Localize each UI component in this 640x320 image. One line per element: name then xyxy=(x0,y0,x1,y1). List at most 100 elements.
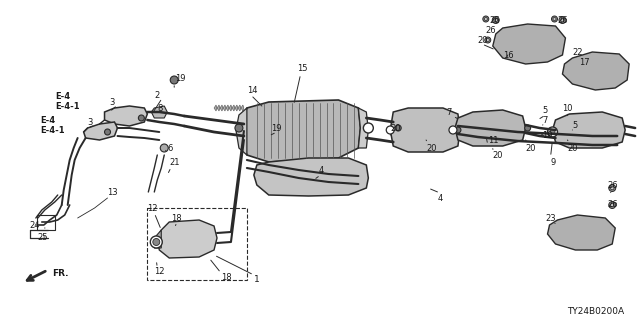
Text: 26: 26 xyxy=(486,26,497,35)
Polygon shape xyxy=(232,105,235,111)
Text: 4: 4 xyxy=(319,165,324,174)
Text: 12: 12 xyxy=(147,204,158,212)
Text: 26: 26 xyxy=(557,15,568,25)
Polygon shape xyxy=(254,158,369,196)
Circle shape xyxy=(552,16,557,22)
Circle shape xyxy=(387,126,394,134)
Text: 15: 15 xyxy=(297,63,307,73)
Text: 3: 3 xyxy=(109,98,115,107)
Text: TY24B0200A: TY24B0200A xyxy=(568,308,625,316)
Text: 20: 20 xyxy=(568,143,578,153)
Circle shape xyxy=(550,130,555,134)
Text: 25: 25 xyxy=(38,233,49,242)
Text: 26: 26 xyxy=(490,15,500,25)
Polygon shape xyxy=(239,100,360,162)
Text: 9: 9 xyxy=(550,157,556,166)
Polygon shape xyxy=(154,230,161,248)
Polygon shape xyxy=(84,122,118,140)
Text: 2: 2 xyxy=(154,91,159,100)
Text: 3: 3 xyxy=(88,117,93,126)
Polygon shape xyxy=(358,108,369,148)
Polygon shape xyxy=(390,108,460,152)
Circle shape xyxy=(483,16,489,22)
Text: 26: 26 xyxy=(607,180,618,189)
Text: 5: 5 xyxy=(572,121,578,130)
Text: 24: 24 xyxy=(30,220,40,229)
Circle shape xyxy=(611,203,614,207)
Text: 17: 17 xyxy=(579,58,590,67)
Text: 1: 1 xyxy=(254,276,260,284)
Circle shape xyxy=(170,76,178,84)
Polygon shape xyxy=(238,105,241,111)
Polygon shape xyxy=(548,215,615,250)
Text: 19: 19 xyxy=(175,74,186,83)
Polygon shape xyxy=(241,105,244,111)
Polygon shape xyxy=(217,105,220,111)
Polygon shape xyxy=(563,52,629,90)
Text: E-4-1: E-4-1 xyxy=(55,101,79,110)
Text: 20: 20 xyxy=(390,124,401,132)
Text: 7: 7 xyxy=(446,108,451,116)
Text: FR.: FR. xyxy=(52,269,68,278)
Polygon shape xyxy=(236,108,247,155)
Polygon shape xyxy=(455,110,525,146)
Text: E-4: E-4 xyxy=(55,92,70,100)
Circle shape xyxy=(449,126,457,134)
Text: 19: 19 xyxy=(543,131,553,140)
Text: 18: 18 xyxy=(221,274,232,283)
Text: 23: 23 xyxy=(545,213,556,222)
Text: 12: 12 xyxy=(154,268,165,276)
Text: E-4: E-4 xyxy=(40,116,55,124)
Text: E-4-1: E-4-1 xyxy=(40,125,65,134)
Polygon shape xyxy=(220,105,223,111)
Polygon shape xyxy=(104,106,147,126)
Circle shape xyxy=(553,18,556,20)
Text: 6: 6 xyxy=(167,143,173,153)
Circle shape xyxy=(153,238,160,245)
Text: 4: 4 xyxy=(438,194,444,203)
Circle shape xyxy=(396,125,401,131)
Circle shape xyxy=(364,123,373,133)
Polygon shape xyxy=(157,220,217,258)
Circle shape xyxy=(235,124,243,132)
Text: 26: 26 xyxy=(607,199,618,209)
Circle shape xyxy=(548,127,557,137)
Circle shape xyxy=(455,127,461,133)
Text: 20: 20 xyxy=(525,143,536,153)
Circle shape xyxy=(485,37,491,43)
Circle shape xyxy=(484,18,487,20)
Text: 20: 20 xyxy=(426,143,436,153)
Circle shape xyxy=(160,144,168,152)
Circle shape xyxy=(494,18,497,22)
Text: 16: 16 xyxy=(503,51,513,60)
Polygon shape xyxy=(493,24,566,64)
Polygon shape xyxy=(226,105,229,111)
Text: 10: 10 xyxy=(563,103,573,113)
Polygon shape xyxy=(151,106,167,118)
Circle shape xyxy=(104,129,111,135)
Polygon shape xyxy=(229,105,232,111)
FancyBboxPatch shape xyxy=(147,208,247,280)
Circle shape xyxy=(150,236,163,248)
Circle shape xyxy=(486,38,490,42)
Circle shape xyxy=(492,17,499,23)
Text: 7: 7 xyxy=(543,116,548,124)
Text: 18: 18 xyxy=(172,213,182,222)
Text: 13: 13 xyxy=(108,188,118,196)
Circle shape xyxy=(609,185,616,191)
Text: 8: 8 xyxy=(157,103,163,113)
Text: 20: 20 xyxy=(478,36,488,44)
Text: 22: 22 xyxy=(572,47,583,57)
Circle shape xyxy=(138,115,145,121)
Polygon shape xyxy=(552,112,625,148)
Circle shape xyxy=(611,186,614,190)
Polygon shape xyxy=(223,105,226,111)
Text: 11: 11 xyxy=(488,135,499,145)
Text: 14: 14 xyxy=(247,85,257,94)
Text: 21: 21 xyxy=(169,157,180,166)
Polygon shape xyxy=(235,105,238,111)
Polygon shape xyxy=(214,105,217,111)
Circle shape xyxy=(561,18,564,22)
Circle shape xyxy=(609,202,616,209)
Text: 5: 5 xyxy=(543,106,548,115)
